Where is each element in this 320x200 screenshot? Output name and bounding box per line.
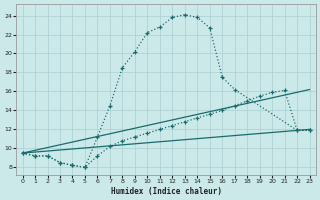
X-axis label: Humidex (Indice chaleur): Humidex (Indice chaleur) <box>111 187 221 196</box>
